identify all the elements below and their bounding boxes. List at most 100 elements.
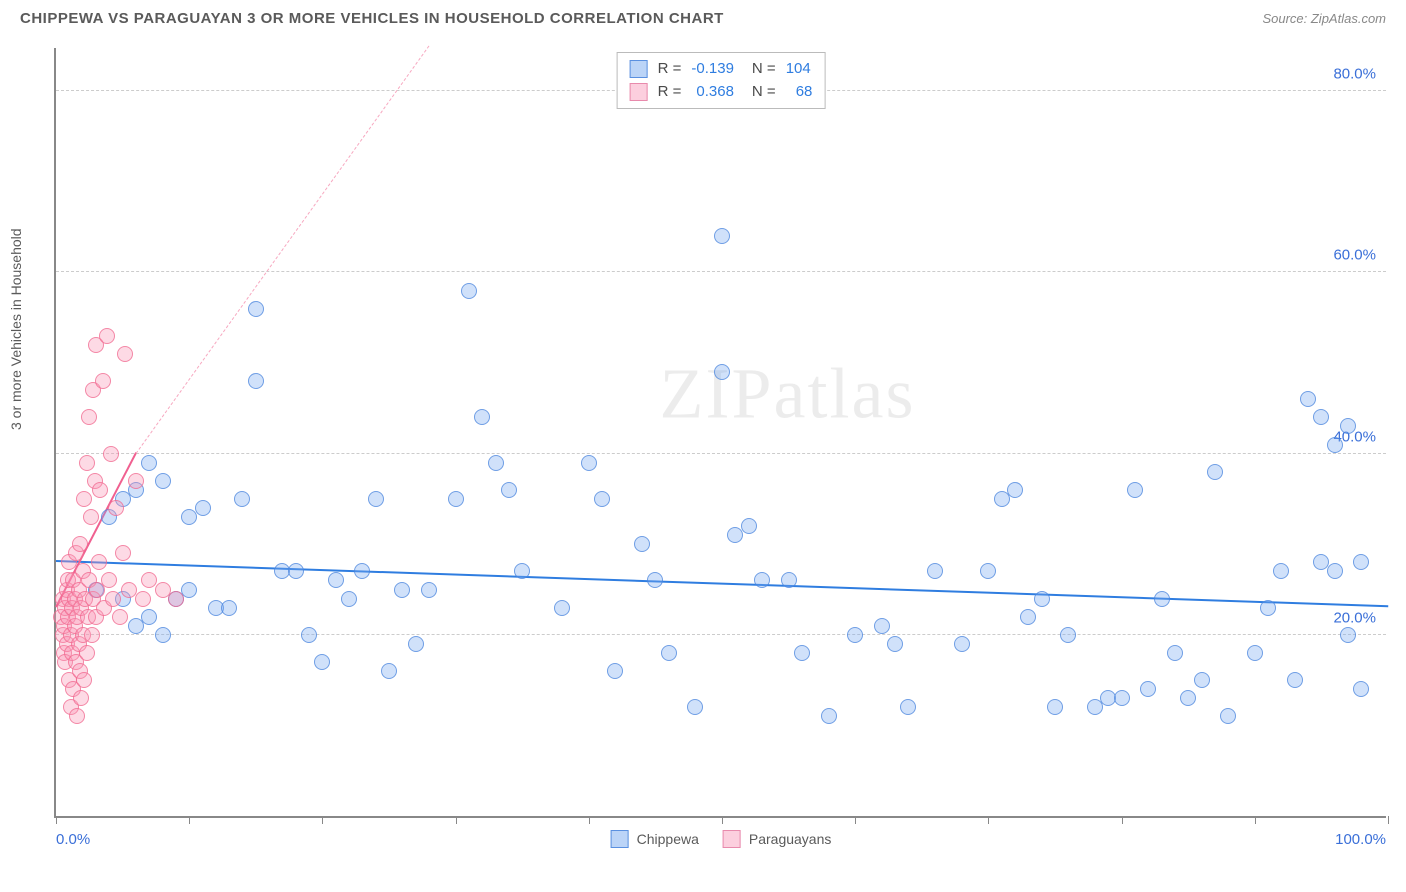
data-point xyxy=(73,690,89,706)
data-point xyxy=(1340,627,1356,643)
stats-row: R = -0.139 N = 104 xyxy=(630,58,813,81)
data-point xyxy=(1300,391,1316,407)
data-point xyxy=(474,409,490,425)
x-tick xyxy=(56,816,57,824)
data-point xyxy=(1194,672,1210,688)
data-point xyxy=(301,627,317,643)
data-point xyxy=(1327,437,1343,453)
data-point xyxy=(99,328,115,344)
r-label: R = xyxy=(658,81,682,104)
data-point xyxy=(448,491,464,507)
data-point xyxy=(847,627,863,643)
swatch-icon xyxy=(723,830,741,848)
data-point xyxy=(248,301,264,317)
data-point xyxy=(141,609,157,625)
watermark-text: ZIPatlas xyxy=(660,352,916,435)
data-point xyxy=(1047,699,1063,715)
data-point xyxy=(234,491,250,507)
data-point xyxy=(195,500,211,516)
data-point xyxy=(821,708,837,724)
legend-label: Chippewa xyxy=(637,831,699,847)
x-axis-max-label: 100.0% xyxy=(1335,831,1386,848)
data-point xyxy=(248,373,264,389)
data-point xyxy=(101,572,117,588)
data-point xyxy=(1140,681,1156,697)
data-point xyxy=(1340,418,1356,434)
chart-title: CHIPPEWA VS PARAGUAYAN 3 OR MORE VEHICLE… xyxy=(20,10,724,27)
data-point xyxy=(1114,690,1130,706)
legend-label: Paraguayans xyxy=(749,831,832,847)
data-point xyxy=(141,455,157,471)
n-value: 104 xyxy=(786,58,811,81)
correlation-stats-box: R = -0.139 N = 104 R = 0.368 N = 68 xyxy=(617,52,826,109)
data-point xyxy=(108,500,124,516)
data-point xyxy=(1220,708,1236,724)
data-point xyxy=(1127,482,1143,498)
data-point xyxy=(1327,563,1343,579)
trend-line-paraguayans-extrapolated xyxy=(136,45,430,453)
data-point xyxy=(607,663,623,679)
swatch-icon xyxy=(611,830,629,848)
n-label: N = xyxy=(752,58,776,81)
gridline xyxy=(56,453,1386,454)
data-point xyxy=(112,609,128,625)
y-axis-label: 3 or more Vehicles in Household xyxy=(8,228,24,430)
data-point xyxy=(1154,591,1170,607)
data-point xyxy=(661,645,677,661)
data-point xyxy=(155,627,171,643)
data-point xyxy=(1060,627,1076,643)
gridline xyxy=(56,271,1386,272)
swatch-icon xyxy=(630,60,648,78)
data-point xyxy=(461,283,477,299)
data-point xyxy=(781,572,797,588)
data-point xyxy=(741,518,757,534)
data-point xyxy=(954,636,970,652)
data-point xyxy=(79,645,95,661)
data-point xyxy=(714,364,730,380)
data-point xyxy=(115,545,131,561)
data-point xyxy=(76,672,92,688)
data-point xyxy=(1007,482,1023,498)
swatch-icon xyxy=(630,83,648,101)
data-point xyxy=(581,455,597,471)
data-point xyxy=(135,591,151,607)
data-point xyxy=(103,446,119,462)
r-value: 0.368 xyxy=(696,81,734,104)
data-point xyxy=(1273,563,1289,579)
x-tick xyxy=(1388,816,1389,824)
x-tick xyxy=(988,816,989,824)
gridline xyxy=(56,634,1386,635)
n-value: 68 xyxy=(796,81,813,104)
chart-source: Source: ZipAtlas.com xyxy=(1262,11,1386,26)
data-point xyxy=(1207,464,1223,480)
data-point xyxy=(647,572,663,588)
data-point xyxy=(91,554,107,570)
y-tick-label: 20.0% xyxy=(1333,609,1376,626)
trend-line-chippewa xyxy=(56,560,1388,607)
x-axis-min-label: 0.0% xyxy=(56,831,90,848)
data-point xyxy=(1353,554,1369,570)
data-point xyxy=(368,491,384,507)
data-point xyxy=(84,627,100,643)
legend-item: Chippewa xyxy=(611,830,699,848)
r-value: -0.139 xyxy=(691,58,734,81)
x-tick xyxy=(189,816,190,824)
data-point xyxy=(69,708,85,724)
data-point xyxy=(117,346,133,362)
data-point xyxy=(1260,600,1276,616)
data-point xyxy=(421,582,437,598)
scatter-chart: ZIPatlas R = -0.139 N = 104 R = 0.368 N … xyxy=(54,48,1386,818)
data-point xyxy=(79,455,95,471)
data-point xyxy=(314,654,330,670)
data-point xyxy=(155,473,171,489)
data-point xyxy=(83,509,99,525)
data-point xyxy=(81,409,97,425)
data-point xyxy=(76,491,92,507)
data-point xyxy=(594,491,610,507)
data-point xyxy=(754,572,770,588)
x-tick xyxy=(322,816,323,824)
x-tick xyxy=(589,816,590,824)
data-point xyxy=(394,582,410,598)
data-point xyxy=(408,636,424,652)
data-point xyxy=(874,618,890,634)
